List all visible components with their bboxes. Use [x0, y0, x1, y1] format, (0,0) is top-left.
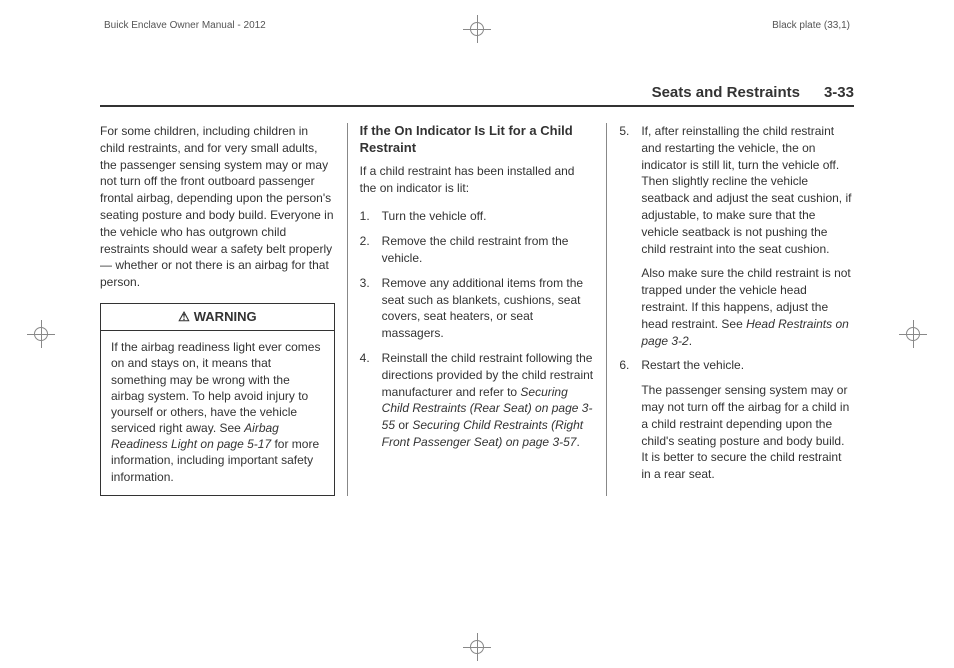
step-5-p2: Also make sure the child restraint is no…	[641, 265, 854, 349]
step-4-text: Reinstall the child restraint following …	[382, 351, 593, 449]
step-4: 4.Reinstall the child restraint followin…	[360, 350, 595, 451]
intro-paragraph: For some children, including children in…	[100, 123, 335, 291]
step-5: 5. If, after reinstalling the child rest…	[619, 123, 854, 257]
warning-label: WARNING	[194, 309, 257, 324]
crop-mark-bottom	[462, 632, 492, 662]
step-3: 3.Remove any additional items from the s…	[360, 275, 595, 342]
step-3-text: Remove any additional items from the sea…	[382, 276, 583, 340]
step-4-post: .	[576, 435, 579, 449]
step-1-text: Turn the vehicle off.	[382, 209, 487, 223]
step-6-text: Restart the vehicle.	[641, 358, 744, 372]
step-4-ref2: Securing Child Restraints (Right Front P…	[382, 418, 583, 449]
columns: For some children, including children in…	[100, 123, 854, 496]
manual-title: Buick Enclave Owner Manual - 2012	[104, 20, 266, 31]
step-2: 2.Remove the child restraint from the ve…	[360, 233, 595, 267]
step-4-mid: or	[395, 418, 412, 432]
warning-body: If the airbag readiness light ever comes…	[100, 330, 335, 496]
step-6-follow: The passenger sensing system may or may …	[641, 382, 854, 483]
page-number: 3-33	[824, 84, 854, 101]
column-2: If the On Indicator Is Lit for a Child R…	[348, 123, 607, 496]
step-6: 6.Restart the vehicle.	[619, 357, 854, 374]
steps-list-cont2: 6.Restart the vehicle.	[619, 357, 854, 374]
step-2-text: Remove the child restraint from the vehi…	[382, 234, 569, 265]
plate-label: Black plate (33,1)	[772, 20, 850, 31]
section-title: Seats and Restraints	[652, 84, 800, 101]
sub-intro: If a child restraint has been installed …	[360, 163, 595, 197]
warning-icon: ⚠	[178, 309, 190, 324]
sub-heading: If the On Indicator Is Lit for a Child R…	[360, 123, 595, 157]
crop-mark-right	[898, 319, 928, 349]
crop-mark-left	[26, 319, 56, 349]
page-body: Seats and Restraints 3-33 For some child…	[100, 84, 854, 628]
step-5-p1: If, after reinstalling the child restrai…	[641, 124, 851, 256]
steps-list: 1.Turn the vehicle off. 2.Remove the chi…	[360, 208, 595, 450]
warning-text-pre: If the airbag readiness light ever comes…	[111, 340, 320, 435]
step-1: 1.Turn the vehicle off.	[360, 208, 595, 225]
page-header: Seats and Restraints 3-33	[100, 84, 854, 107]
crop-mark-top	[462, 14, 492, 44]
column-1: For some children, including children in…	[100, 123, 347, 496]
warning-header: ⚠ WARNING	[100, 303, 335, 330]
steps-list-cont: 5. If, after reinstalling the child rest…	[619, 123, 854, 257]
column-3: 5. If, after reinstalling the child rest…	[607, 123, 854, 496]
step-5-p2-post: .	[689, 334, 692, 348]
